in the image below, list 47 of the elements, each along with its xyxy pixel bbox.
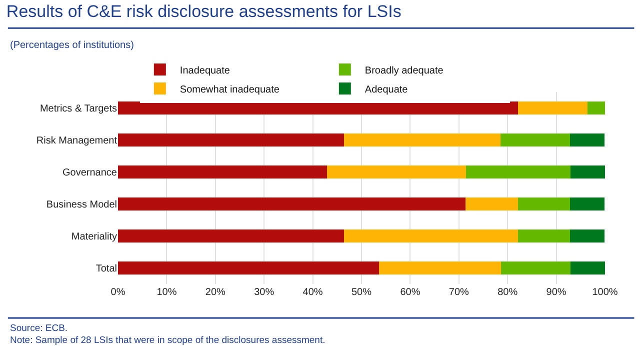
chart-title: Results of C&E risk disclosure assessments for LSIs (6, 2, 402, 22)
bar (344, 134, 500, 146)
bar (570, 166, 605, 178)
x-tick-label: 80% (498, 287, 518, 298)
bar (500, 262, 570, 274)
bar (118, 134, 344, 146)
bar (118, 198, 466, 210)
bar (326, 166, 466, 178)
x-tick-label: 20% (205, 287, 226, 298)
y-tick-label: Business Model (46, 200, 117, 210)
bar (518, 230, 570, 242)
y-tick-label: Metrics & Targets (40, 104, 117, 114)
y-tick-label: Risk Management (36, 136, 118, 146)
x-tick-label: 60% (400, 287, 420, 298)
bar (118, 230, 344, 242)
legend-label: Adequate (364, 84, 408, 96)
chart-subtitle: (Percentages of institutions) (10, 40, 134, 51)
x-tick-label: 40% (302, 287, 323, 298)
legend-label: Inadequate (180, 65, 230, 76)
x-tick-label: 90% (546, 287, 566, 298)
bar (570, 230, 605, 242)
bar (570, 134, 605, 146)
bar (570, 198, 605, 210)
bar (587, 102, 605, 114)
x-tick-label: 10% (156, 287, 177, 298)
x-tick-label: 70% (448, 287, 470, 298)
bar (344, 230, 518, 242)
bar (518, 198, 570, 210)
bar (118, 262, 380, 274)
legend-label: Broadly adequate (364, 65, 444, 76)
source-note: Source: ECB. (10, 323, 68, 334)
y-tick-label: Governance (62, 168, 118, 178)
x-tick-label: 50% (351, 287, 372, 298)
x-tick-label: 0% (110, 287, 126, 298)
y-tick-label: Materiality (71, 232, 117, 242)
legend-label: Somewhat inadequate (180, 84, 280, 96)
bar (466, 166, 570, 178)
bar (379, 262, 501, 274)
bar (118, 166, 327, 178)
bar (518, 102, 588, 114)
bar (570, 262, 605, 274)
y-tick-label: Total (96, 264, 117, 274)
x-tick-label: 30% (254, 287, 274, 298)
text: Note: Sample of 28 LSIs that were in scope of the disclosures assessment. (10, 335, 326, 346)
bar (466, 198, 518, 210)
x-tick-label: 100% (592, 287, 618, 298)
bar (500, 134, 570, 146)
